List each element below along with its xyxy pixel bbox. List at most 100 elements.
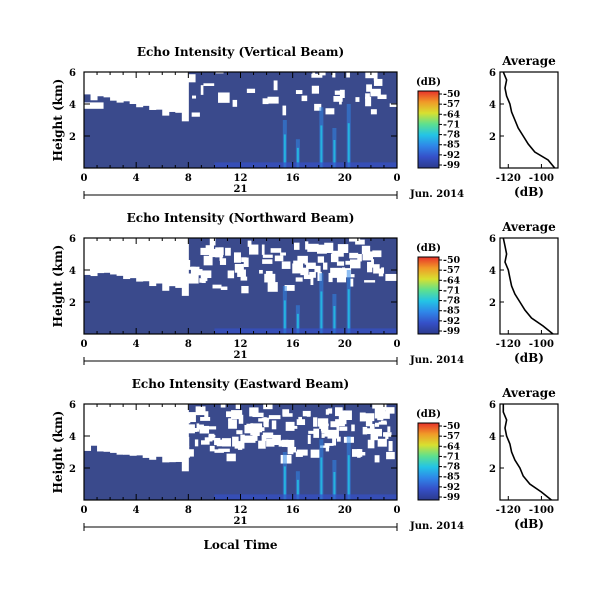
no-data-block bbox=[241, 285, 249, 294]
no-data-block bbox=[97, 404, 105, 452]
profile-y-tick-label: 6 bbox=[489, 400, 496, 411]
no-data-block bbox=[385, 273, 397, 281]
no-data-block bbox=[110, 72, 118, 101]
y-axis-label: Height (km) bbox=[51, 79, 65, 162]
no-data-block bbox=[162, 238, 170, 291]
profile-x-label: (dB) bbox=[514, 185, 544, 199]
no-data-block bbox=[286, 439, 295, 448]
x-tick-label: 8 bbox=[185, 173, 192, 184]
no-data-block bbox=[191, 112, 200, 117]
no-data-block bbox=[305, 241, 309, 250]
no-data-block bbox=[97, 238, 105, 274]
no-data-block bbox=[123, 238, 131, 280]
x-tick-label: 16 bbox=[286, 505, 300, 516]
no-data-block bbox=[195, 406, 206, 416]
no-data-block bbox=[374, 455, 380, 463]
no-data-block bbox=[370, 88, 381, 97]
no-data-block bbox=[380, 420, 387, 425]
no-data-block bbox=[261, 434, 267, 441]
no-data-block bbox=[330, 253, 339, 263]
no-data-block bbox=[136, 238, 144, 282]
no-data-block bbox=[90, 72, 98, 101]
no-data-block bbox=[129, 72, 137, 105]
no-data-block bbox=[367, 261, 373, 273]
no-data-block bbox=[162, 404, 170, 463]
no-data-block bbox=[321, 433, 325, 438]
no-data-block bbox=[381, 404, 387, 411]
colorbar-tick-label: -85 bbox=[443, 306, 460, 317]
no-data-block bbox=[292, 263, 304, 274]
profile-y-tick-label: 2 bbox=[489, 464, 496, 475]
no-data-block bbox=[274, 255, 284, 262]
no-data-block bbox=[282, 409, 290, 416]
no-data-block bbox=[155, 404, 163, 457]
colorbar-tick-label: -71 bbox=[443, 119, 460, 130]
no-data-block bbox=[324, 443, 334, 446]
no-data-block bbox=[230, 414, 242, 417]
no-data-block bbox=[220, 286, 228, 290]
x-tick-label: 20 bbox=[338, 173, 352, 184]
no-data-block bbox=[325, 108, 335, 115]
no-data-block bbox=[263, 404, 273, 410]
no-data-block bbox=[370, 109, 377, 115]
no-data-block bbox=[142, 404, 150, 458]
no-data-block bbox=[355, 97, 360, 102]
no-data-block bbox=[314, 103, 322, 111]
no-data-block bbox=[84, 72, 92, 95]
no-data-block bbox=[136, 72, 144, 108]
no-data-block bbox=[149, 238, 157, 287]
profile-x-label: (dB) bbox=[514, 351, 544, 365]
no-data-block bbox=[200, 270, 212, 279]
no-data-block bbox=[291, 446, 297, 453]
y-tick-label: 4 bbox=[69, 432, 76, 443]
no-data-block bbox=[382, 411, 390, 419]
no-data-block bbox=[246, 88, 256, 93]
no-data-block bbox=[339, 89, 345, 99]
echo-plume-core bbox=[347, 455, 350, 500]
no-data-block bbox=[324, 242, 334, 253]
no-data-block bbox=[303, 274, 313, 280]
no-data-block bbox=[357, 253, 362, 262]
no-data-block bbox=[235, 404, 241, 409]
no-data-block bbox=[273, 80, 278, 91]
no-data-block bbox=[185, 266, 196, 270]
x-tick-label: 16 bbox=[286, 339, 300, 350]
no-data-block bbox=[186, 260, 191, 268]
x-tick-label: 4 bbox=[133, 339, 140, 350]
colorbar-tick-label: -57 bbox=[443, 431, 460, 442]
profile-x-tick-label: -120 bbox=[496, 173, 521, 184]
no-data-block bbox=[314, 265, 321, 273]
no-data-block bbox=[336, 261, 345, 266]
no-data-block bbox=[237, 269, 246, 277]
no-data-block bbox=[201, 440, 210, 445]
no-data-block bbox=[208, 426, 217, 430]
no-data-block bbox=[232, 99, 238, 107]
no-data-block bbox=[129, 238, 137, 279]
no-data-block bbox=[200, 247, 211, 255]
no-data-block bbox=[201, 275, 208, 282]
profile-frame bbox=[499, 237, 559, 335]
no-data-block bbox=[181, 431, 187, 434]
echo-plume-core bbox=[320, 457, 323, 500]
no-data-block bbox=[204, 411, 209, 419]
no-data-block bbox=[155, 238, 163, 284]
no-data-block bbox=[307, 243, 319, 252]
no-data-block bbox=[218, 448, 230, 452]
no-data-block bbox=[185, 428, 198, 432]
no-data-block bbox=[200, 416, 211, 421]
no-data-block bbox=[236, 430, 243, 435]
no-data-block bbox=[282, 105, 287, 116]
no-data-block bbox=[204, 437, 210, 442]
no-data-block bbox=[103, 404, 111, 452]
no-data-block bbox=[336, 272, 347, 283]
no-data-block bbox=[336, 436, 341, 442]
profile-x-tick-label: -120 bbox=[496, 339, 521, 350]
no-data-block bbox=[374, 408, 385, 419]
x-tick-label: 8 bbox=[185, 339, 192, 350]
colorbar-tick-label: -99 bbox=[443, 160, 461, 171]
no-data-block bbox=[262, 432, 274, 439]
colorbar bbox=[417, 90, 440, 169]
no-data-block bbox=[365, 418, 373, 427]
no-data-block bbox=[369, 423, 375, 433]
colorbar-tick-label: -78 bbox=[443, 130, 461, 141]
